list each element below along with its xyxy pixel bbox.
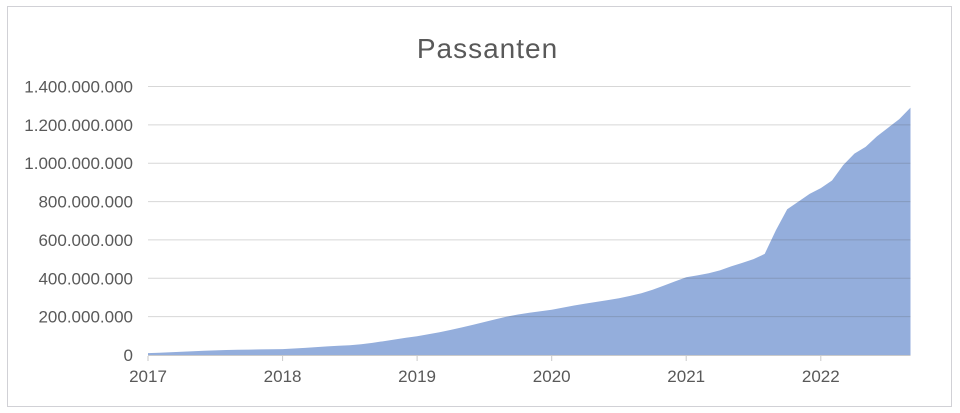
x-axis-label: 2018 xyxy=(264,367,302,386)
y-axis-label: 1.200.000.000 xyxy=(24,116,133,135)
y-axis-label: 600.000.000 xyxy=(38,231,133,250)
series-area-passanten xyxy=(148,107,911,355)
x-axis-label: 2020 xyxy=(533,367,571,386)
y-axis-label: 400.000.000 xyxy=(38,269,133,288)
y-axis-label: 1.000.000.000 xyxy=(24,154,133,173)
x-axis-label: 2017 xyxy=(129,367,167,386)
x-axis-label: 2022 xyxy=(802,367,840,386)
chart-title: Passanten xyxy=(416,33,559,64)
y-axis-label: 800.000.000 xyxy=(38,193,133,212)
x-axis-label: 2019 xyxy=(398,367,436,386)
y-axis-label: 0 xyxy=(124,346,133,365)
x-axis-label: 2021 xyxy=(667,367,705,386)
y-axis-label: 200.000.000 xyxy=(38,308,133,327)
y-axis-label: 1.400.000.000 xyxy=(24,78,133,97)
